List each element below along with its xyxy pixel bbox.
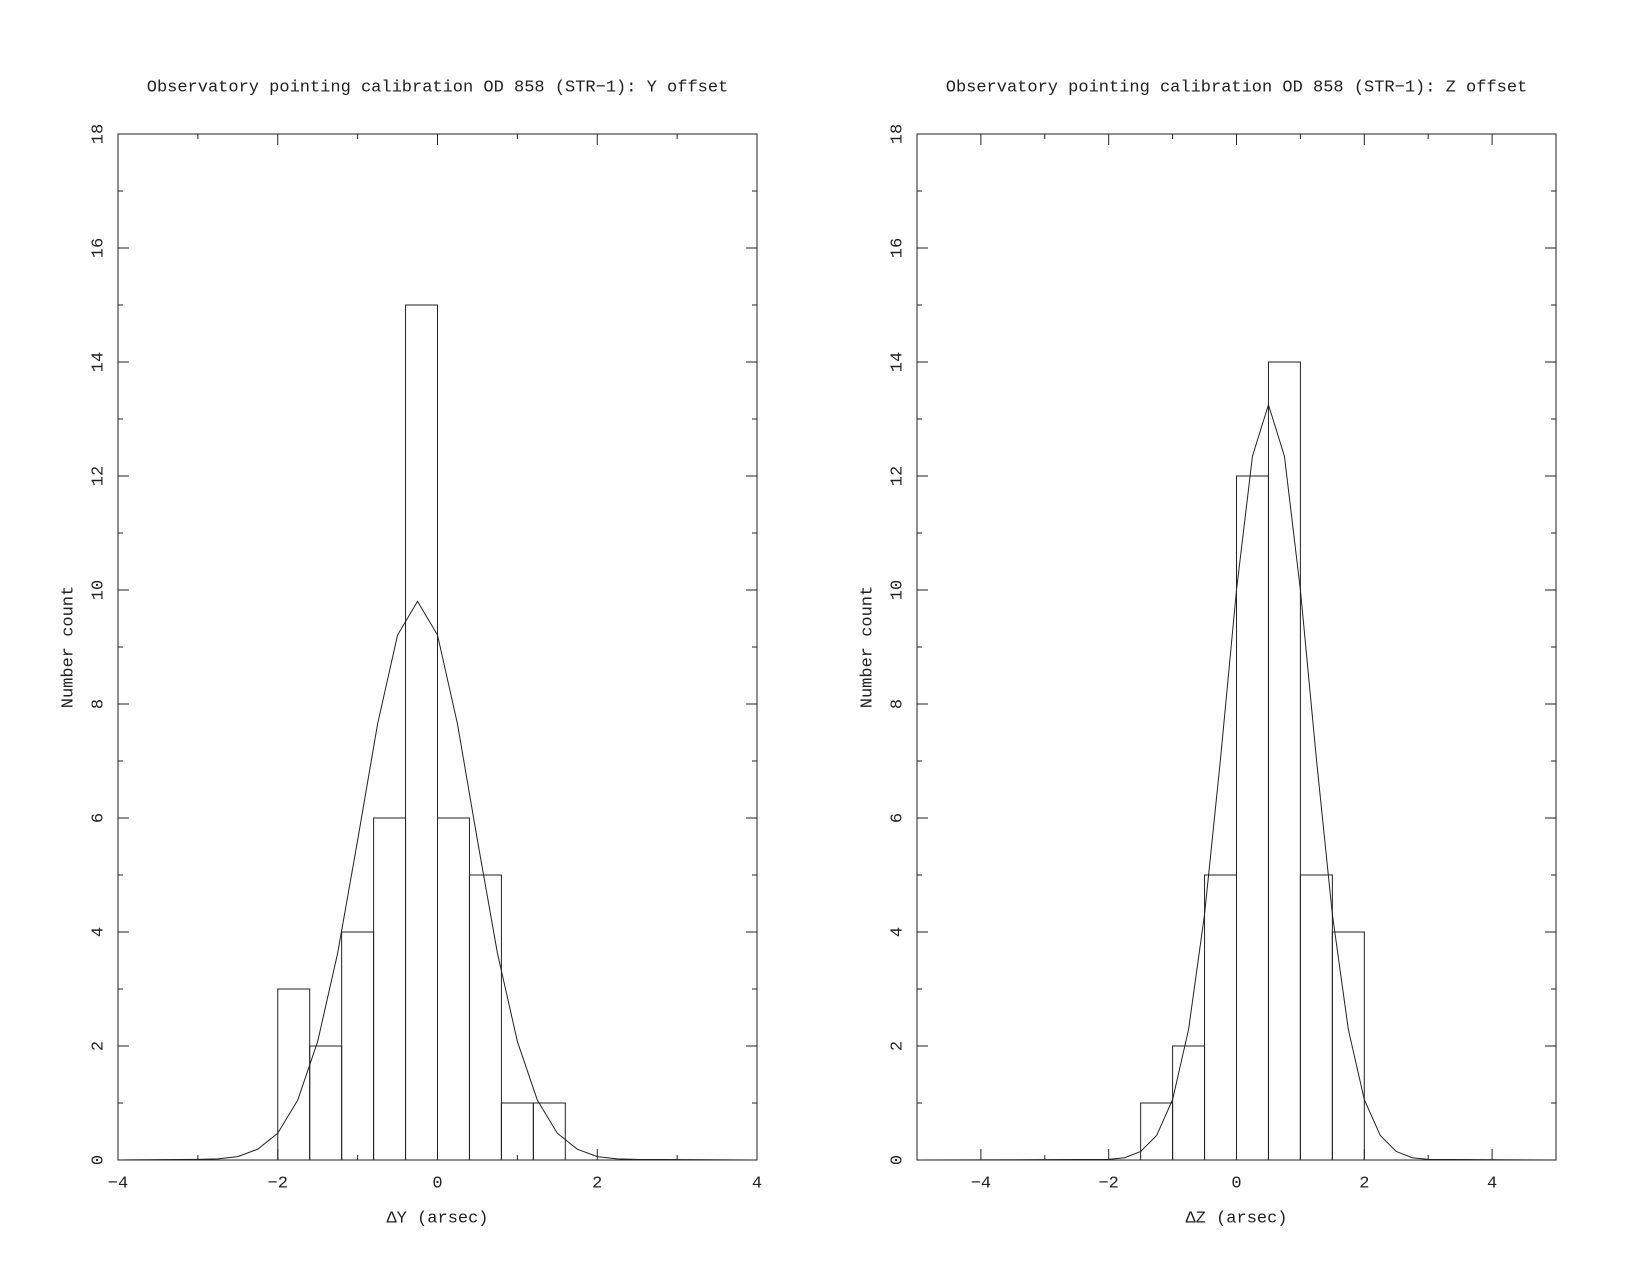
x-tick-label: 0 — [1231, 1174, 1241, 1193]
chart-title: Observatory pointing calibration OD 858 … — [147, 78, 729, 97]
y-tick-label: 12 — [89, 466, 108, 486]
y-tick-label: 8 — [888, 699, 907, 709]
x-tick-label: 4 — [1487, 1174, 1497, 1193]
y-tick-label: 14 — [888, 352, 907, 372]
bar — [405, 304, 438, 1161]
bar — [1172, 1045, 1206, 1161]
x-tick-label: 4 — [752, 1174, 762, 1193]
bar — [309, 1045, 343, 1161]
bar — [437, 817, 470, 1161]
y-tick-label: 14 — [89, 352, 108, 372]
y-tick-label: 8 — [89, 699, 108, 709]
bar — [373, 817, 407, 1161]
x-tick-label: 2 — [1359, 1174, 1369, 1193]
y-axis-label: Number count — [59, 586, 78, 708]
bar — [1331, 931, 1365, 1161]
y-tick-label: 18 — [89, 124, 108, 144]
bar — [1299, 874, 1333, 1161]
y-axis-label: Number count — [858, 586, 877, 708]
bar — [1204, 874, 1238, 1161]
y-tick-label: 6 — [89, 813, 108, 823]
y-tick-label: 16 — [89, 238, 108, 258]
x-tick-label: −2 — [268, 1174, 288, 1193]
x-tick-label: 0 — [432, 1174, 442, 1193]
x-axis-label: ΔY (arsec) — [386, 1209, 488, 1228]
bar — [1267, 361, 1301, 1161]
y-tick-label: 12 — [888, 466, 907, 486]
y-tick-label: 10 — [888, 580, 907, 600]
y-tick-label: 16 — [888, 238, 907, 258]
bar — [277, 988, 311, 1161]
x-tick-label: 2 — [592, 1174, 602, 1193]
y-tick-label: 4 — [89, 927, 108, 937]
y-tick-label: 4 — [888, 927, 907, 937]
y-tick-label: 0 — [888, 1155, 907, 1165]
fit-curve — [117, 600, 758, 1161]
bar — [500, 1102, 534, 1161]
y-tick-label: 10 — [89, 580, 108, 600]
bar — [341, 931, 375, 1161]
y-tick-label: 18 — [888, 124, 907, 144]
y-tick-label: 6 — [888, 813, 907, 823]
y-tick-label: 2 — [888, 1041, 907, 1051]
chart-title: Observatory pointing calibration OD 858 … — [946, 78, 1528, 97]
y-tick-label: 2 — [89, 1041, 108, 1051]
bar — [532, 1102, 566, 1161]
bar — [468, 874, 502, 1161]
x-axis-label: ΔZ (arsec) — [1185, 1209, 1287, 1228]
y-tick-label: 0 — [89, 1155, 108, 1165]
fit-curve — [916, 403, 1557, 1161]
bar — [1236, 475, 1269, 1161]
x-tick-label: −4 — [108, 1174, 128, 1193]
x-tick-label: −2 — [1098, 1174, 1118, 1193]
x-tick-label: −4 — [971, 1174, 991, 1193]
